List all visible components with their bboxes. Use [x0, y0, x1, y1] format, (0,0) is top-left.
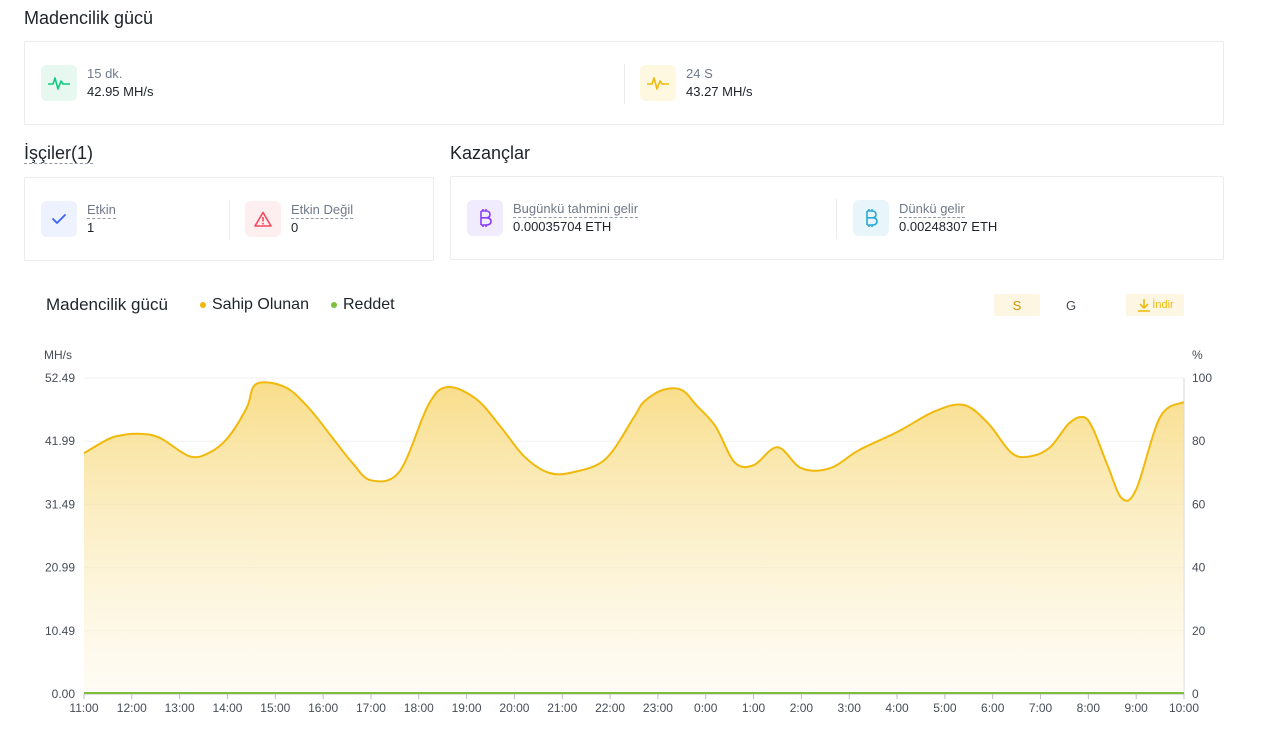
bitcoin-icon	[853, 200, 889, 236]
x-tick-label: 17:00	[356, 701, 386, 715]
hashrate-15min-stat: 15 dk. 42.95 MH/s	[41, 65, 153, 101]
earnings-yesterday-label: Dünkü gelir	[899, 201, 965, 218]
workers-active-stat: Etkin 1	[41, 201, 116, 237]
x-tick-label: 12:00	[117, 701, 147, 715]
x-tick-label: 10:00	[1169, 701, 1199, 715]
y-tick-label: 31.49	[45, 497, 75, 511]
bitcoin-icon	[467, 200, 503, 236]
earnings-divider	[836, 199, 837, 239]
toggle-hourly-button[interactable]: S	[994, 294, 1040, 316]
earnings-yesterday-stat: Dünkü gelir 0.00248307 ETH	[853, 200, 997, 236]
x-tick-label: 21:00	[547, 701, 577, 715]
y-tick-label: 10.49	[45, 624, 75, 638]
legend-owned-label: Sahip Olunan	[212, 296, 309, 313]
x-tick-label: 23:00	[643, 701, 673, 715]
y-axis-unit-left: MH/s	[44, 348, 72, 362]
earnings-section-title: Kazançlar	[450, 143, 531, 163]
hashrate-24h-stat: 24 S 43.27 MH/s	[640, 65, 752, 101]
x-tick-label: 22:00	[595, 701, 625, 715]
x-tick-label: 3:00	[838, 701, 862, 715]
earnings-today-label: Bugünkü tahmini gelir	[513, 201, 639, 218]
x-tick-label: 4:00	[885, 701, 909, 715]
x-tick-label: 14:00	[212, 701, 242, 715]
chart-title: Madencilik gücü	[46, 295, 168, 314]
hashrate-24h-label: 24 S	[686, 66, 713, 81]
earnings-today-stat: Bugünkü tahmini gelir 0.00035704 ETH	[467, 200, 639, 236]
y-right-tick-label: 100	[1192, 371, 1212, 385]
x-tick-label: 13:00	[165, 701, 195, 715]
workers-section-title[interactable]: İşçiler(1)	[24, 143, 94, 164]
download-label: İndir	[1152, 299, 1174, 311]
y-tick-label: 0.00	[52, 687, 76, 701]
download-button[interactable]: İndir	[1126, 294, 1184, 316]
y-right-tick-label: 0	[1192, 687, 1199, 701]
warning-icon	[245, 201, 281, 237]
x-tick-label: 2:00	[790, 701, 814, 715]
legend-rejected[interactable]: Reddet	[331, 296, 395, 314]
x-tick-label: 19:00	[452, 701, 482, 715]
earnings-card	[450, 176, 1224, 260]
y-tick-label: 41.99	[45, 434, 75, 448]
x-tick-label: 6:00	[981, 701, 1005, 715]
pulse-icon	[640, 65, 676, 101]
owned-line	[83, 381, 1185, 502]
y-right-tick-label: 60	[1192, 497, 1206, 511]
workers-inactive-label: Etkin Değil	[291, 202, 354, 219]
x-tick-label: 11:00	[69, 701, 98, 715]
hashrate-24h-value: 43.27 MH/s	[686, 84, 753, 99]
x-tick-label: 5:00	[933, 701, 957, 715]
hashrate-divider	[624, 64, 625, 104]
hashrate-section-title: Madencilik gücü	[24, 8, 154, 28]
hashrate-15min-value: 42.95 MH/s	[87, 84, 154, 99]
y-tick-label: 52.49	[45, 371, 75, 385]
workers-inactive-stat: Etkin Değil 0	[245, 201, 354, 237]
legend-owned-dot	[200, 302, 206, 308]
toggle-daily-button[interactable]: G	[1065, 297, 1077, 313]
legend-rejected-label: Reddet	[343, 296, 395, 313]
x-tick-label: 20:00	[499, 701, 529, 715]
x-tick-label: 18:00	[404, 701, 434, 715]
workers-active-label: Etkin	[87, 202, 116, 219]
y-right-tick-label: 80	[1192, 434, 1206, 448]
workers-active-value: 1	[87, 220, 95, 235]
legend-owned[interactable]: Sahip Olunan	[200, 296, 309, 314]
earnings-yesterday-value: 0.00248307 ETH	[899, 219, 998, 234]
workers-divider	[229, 200, 230, 240]
y-right-tick-label: 40	[1192, 561, 1206, 575]
y-axis-unit-right: %	[1192, 348, 1203, 362]
earnings-today-value: 0.00035704 ETH	[513, 219, 612, 234]
x-tick-label: 0:00	[694, 701, 718, 715]
x-tick-label: 16:00	[308, 701, 338, 715]
hashrate-15min-label: 15 dk.	[87, 66, 123, 81]
x-tick-label: 7:00	[1029, 701, 1053, 715]
pulse-icon	[41, 65, 77, 101]
owned-area	[84, 382, 1184, 694]
x-tick-label: 9:00	[1124, 701, 1148, 715]
x-tick-label: 1:00	[742, 701, 766, 715]
workers-inactive-value: 0	[291, 220, 299, 235]
x-tick-label: 15:00	[260, 701, 290, 715]
x-tick-label: 8:00	[1077, 701, 1101, 715]
y-tick-label: 20.99	[45, 561, 75, 575]
legend-rejected-dot	[331, 302, 337, 308]
y-right-tick-label: 20	[1192, 624, 1206, 638]
check-icon	[41, 201, 77, 237]
download-icon	[1138, 299, 1151, 312]
